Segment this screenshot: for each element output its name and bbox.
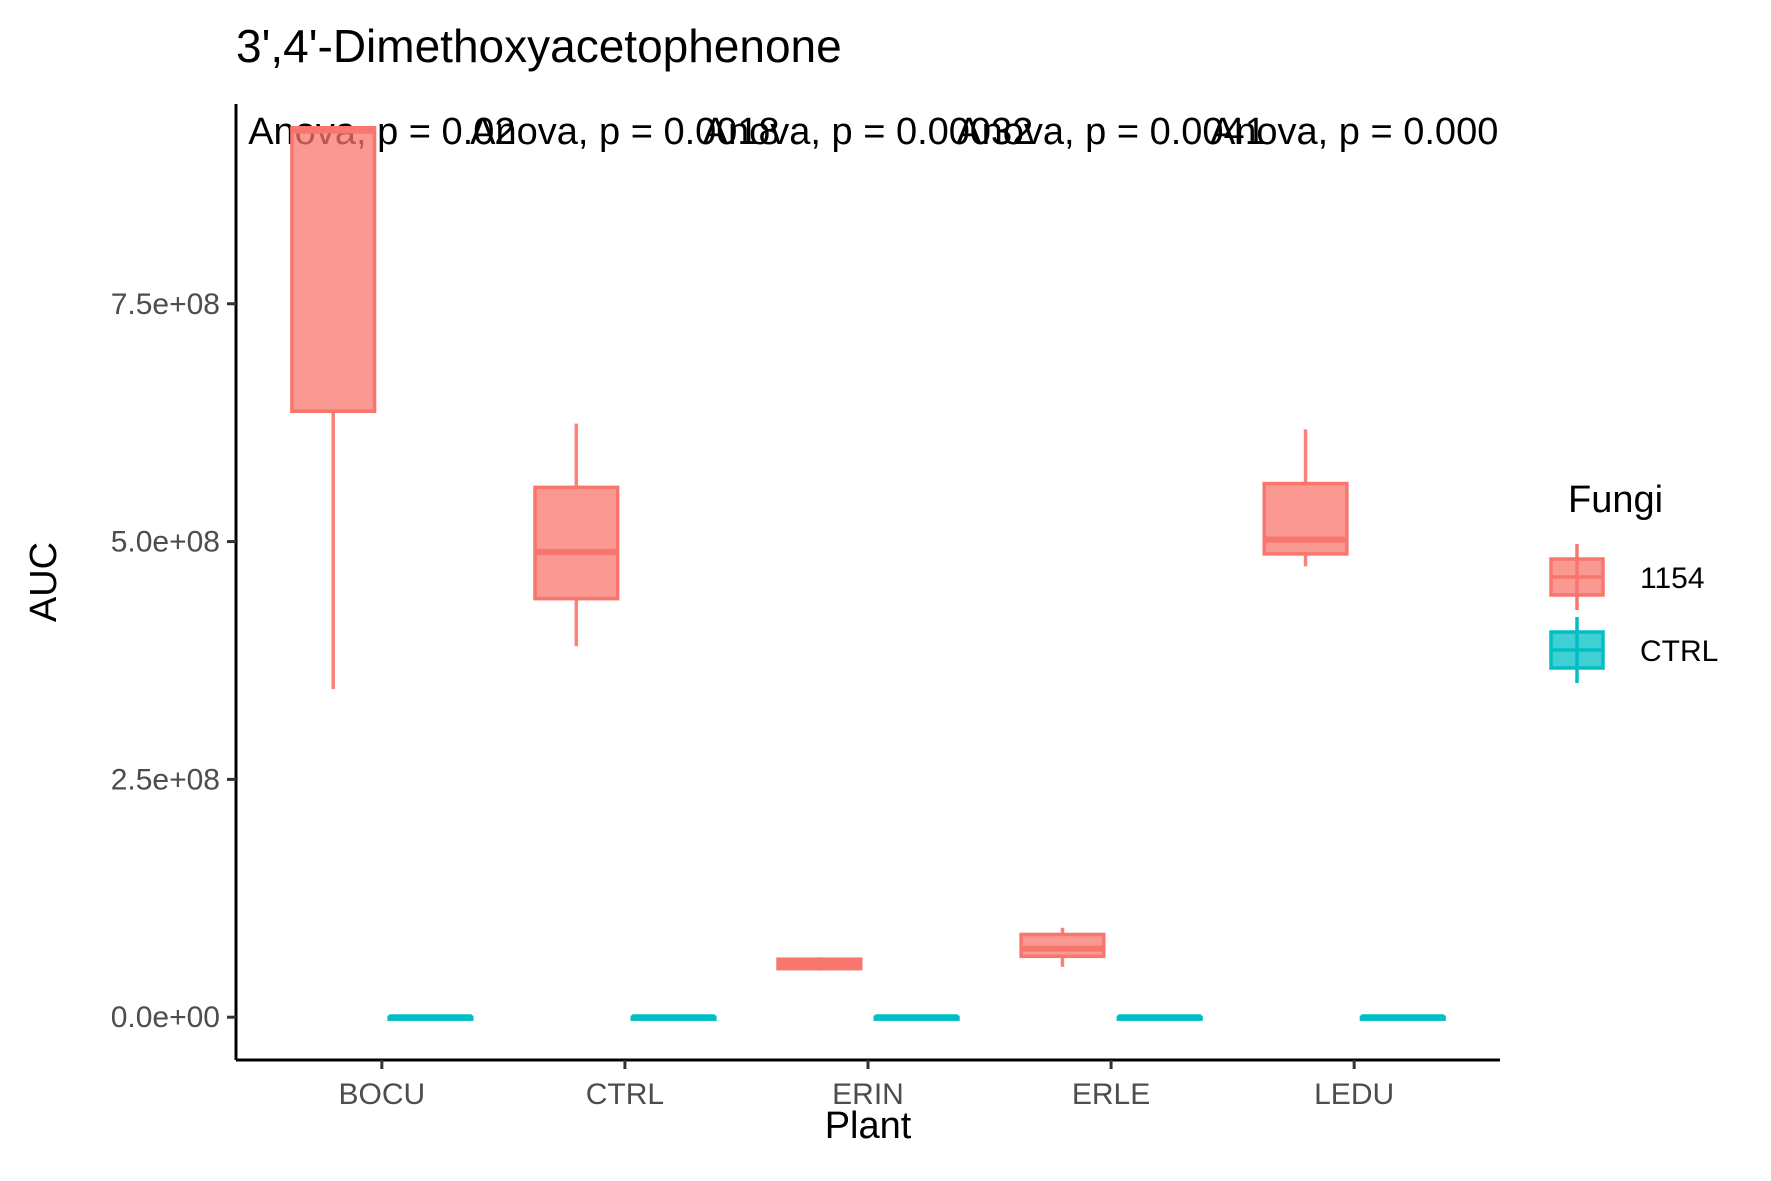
anova-label: Anova, p = 0.000 [1210, 111, 1498, 153]
legend-title: Fungi [1568, 479, 1663, 521]
legend: Fungi 1154 CTRL [1549, 479, 1718, 683]
y-axis-ticks: 0.0e+00 2.5e+08 5.0e+08 7.5e+08 [111, 288, 236, 1034]
box-ctrl-bocu [387, 1014, 474, 1021]
y-tick-label: 7.5e+08 [111, 288, 220, 321]
box-1154-erle [1019, 927, 1106, 967]
box-ctrl-ctrl [630, 1014, 717, 1021]
legend-label: 1154 [1640, 562, 1705, 595]
y-tick-label: 0.0e+00 [111, 1001, 220, 1034]
x-tick-label: LEDU [1314, 1078, 1394, 1111]
x-tick-label: CTRL [586, 1078, 664, 1111]
y-tick-label: 5.0e+08 [111, 526, 220, 559]
box-1154-ledu [1262, 429, 1349, 567]
y-axis-title: AUC [23, 542, 65, 622]
box-ctrl-ledu [1359, 1014, 1446, 1021]
anova-label: Anova, p = 0.0018 [470, 111, 780, 153]
box-body [290, 126, 377, 414]
box-1154-erin [776, 957, 863, 971]
y-tick-label: 2.5e+08 [111, 763, 220, 796]
box-body [1019, 932, 1106, 959]
box-ctrl-erin [873, 1014, 960, 1021]
x-axis-ticks: BOCU CTRL ERIN ERLE LEDU [339, 1060, 1394, 1111]
legend-label: CTRL [1640, 635, 1718, 668]
legend-entry-ctrl: CTRL [1549, 617, 1718, 683]
x-tick-label: ERLE [1072, 1078, 1150, 1111]
box-layer [290, 126, 1446, 1021]
legend-entry-1154: 1154 [1549, 544, 1705, 610]
box-body [1262, 481, 1349, 556]
anova-label: Anova, p = 0.0041 [956, 111, 1266, 153]
legend-keys: 1154 CTRL [1549, 544, 1718, 683]
x-tick-label: BOCU [339, 1078, 426, 1111]
anova-label: Anova, p = 0.00032 [703, 111, 1034, 153]
box-ctrl-erle [1116, 1014, 1203, 1021]
x-tick-label: ERIN [832, 1078, 904, 1111]
box-1154-ctrl [533, 423, 620, 647]
box-1154-bocu [290, 126, 377, 690]
box-body [533, 485, 620, 601]
x-axis-title: Plant [825, 1105, 912, 1147]
chart-title: 3',4'-Dimethoxyacetophenone [236, 20, 842, 72]
